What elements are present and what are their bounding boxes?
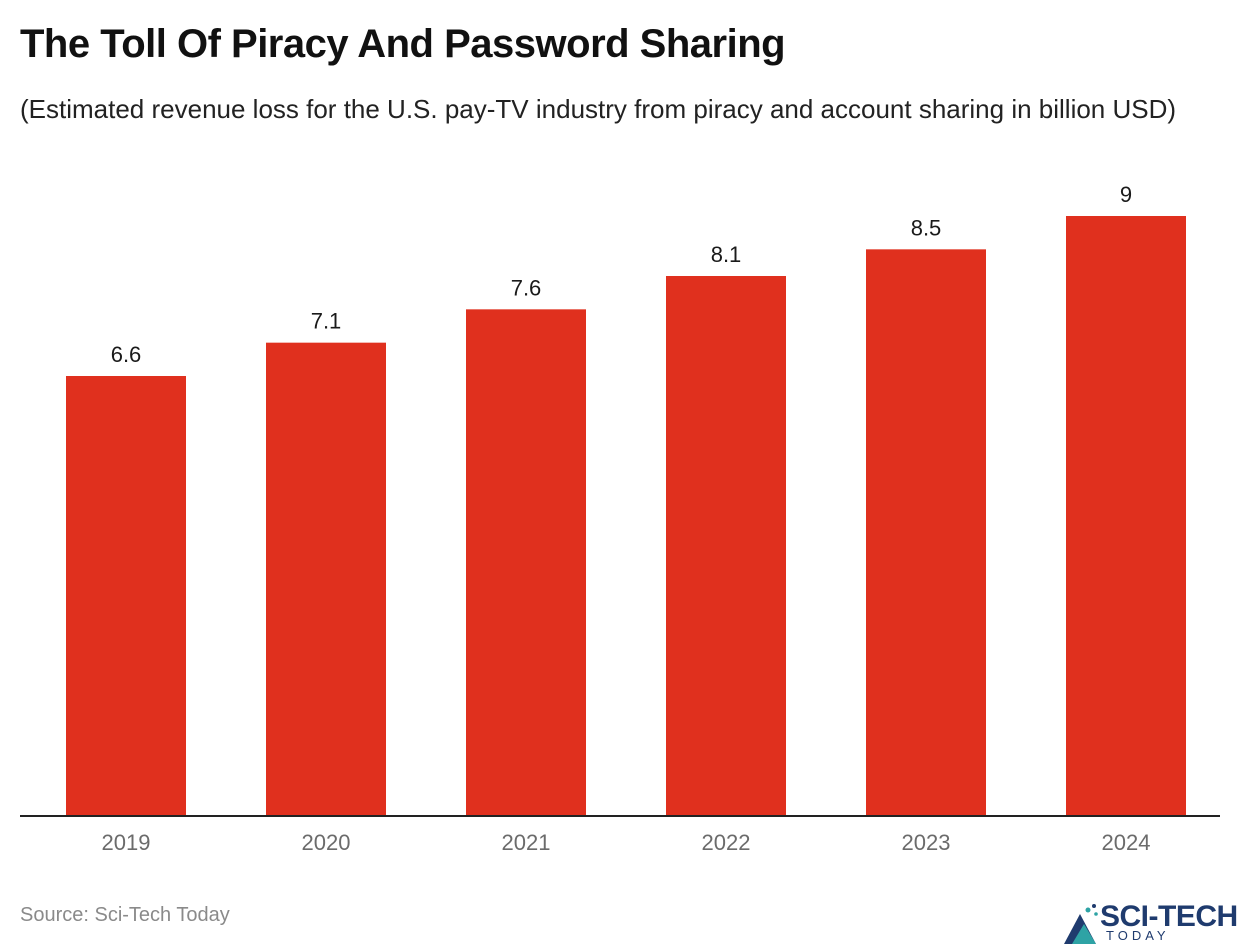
sci-tech-logo: SCI-TECH TODAY: [1062, 900, 1238, 946]
value-label-2020: 7.1: [311, 309, 342, 334]
value-label-2022: 8.1: [711, 242, 742, 267]
bar-2020: [266, 342, 386, 816]
logo-mountain-icon: [1064, 904, 1098, 944]
x-tick-label-2020: 2020: [302, 830, 351, 855]
logo-subtext: TODAY: [1106, 928, 1170, 943]
bar-2024: [1066, 216, 1186, 816]
value-labels-group: 6.6 7.1 7.6 8.1 8.5 9: [111, 182, 1132, 367]
x-tick-label-2019: 2019: [102, 830, 151, 855]
bars-group: [66, 216, 1186, 817]
bar-2019: [66, 376, 186, 816]
value-label-2023: 8.5: [911, 215, 942, 240]
x-tick-label-2024: 2024: [1102, 830, 1151, 855]
x-tick-label-2023: 2023: [902, 830, 951, 855]
x-tick-label-2022: 2022: [702, 830, 751, 855]
bar-2022: [666, 276, 786, 816]
bar-2023: [866, 249, 986, 817]
logo-text: SCI-TECH: [1100, 900, 1238, 933]
value-label-2021: 7.6: [511, 275, 542, 300]
source-note: Source: Sci-Tech Today: [20, 904, 230, 926]
x-tick-label-2021: 2021: [502, 830, 551, 855]
bar-2021: [466, 309, 586, 816]
value-label-2024: 9: [1120, 182, 1132, 207]
bar-chart: 6.6 7.1 7.6 8.1 8.5 9 2019 2020 2021 2022 2023 202…: [20, 182, 1220, 855]
x-tick-labels-group: 2019 2020 2021 2022 2023 2024: [102, 830, 1151, 855]
chart-title: The Toll Of Piracy And Password Sharing: [20, 22, 786, 66]
value-label-2019: 6.6: [111, 342, 142, 367]
chart-subtitle: (Estimated revenue loss for the U.S. pay…: [20, 94, 1177, 124]
